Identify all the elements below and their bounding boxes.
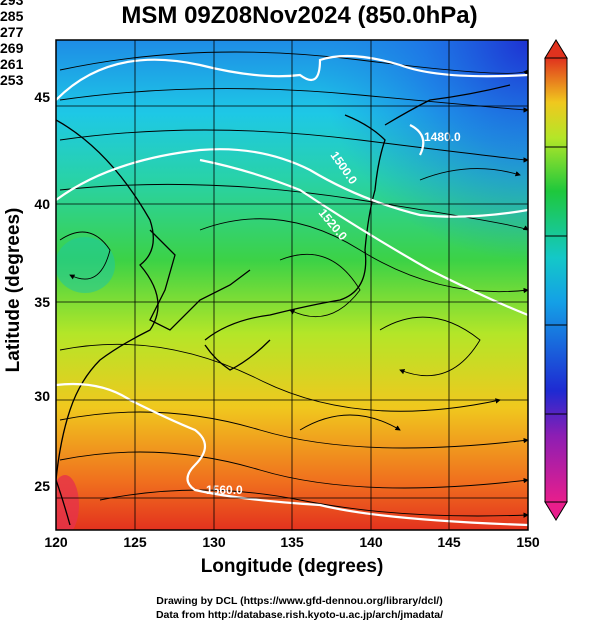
- credit-drawing: Drawing by DCL (https://www.gfd-dennou.o…: [156, 595, 443, 607]
- graticule: [56, 40, 528, 530]
- y-tick-label: 35: [34, 294, 50, 310]
- colorbar-tick-label: 253: [0, 72, 24, 88]
- y-tick-label: 40: [34, 196, 50, 212]
- y-tick-label: 45: [34, 89, 50, 105]
- plot-frame: [55, 39, 529, 531]
- colorbar-tick-label: 269: [0, 40, 24, 56]
- colorbar-tick-label: 261: [0, 56, 24, 72]
- x-tick-label: 140: [359, 534, 383, 550]
- x-tick-label: 145: [437, 534, 461, 550]
- coastlines: [56, 84, 511, 526]
- colorbar-tick-label: 293: [0, 0, 24, 8]
- credit-data: Data from http://database.rish.kyoto-u.a…: [155, 609, 444, 621]
- x-tick-label: 130: [202, 534, 226, 550]
- wind-streamlines: [59, 51, 528, 518]
- y-axis-label: Latitude (degrees): [3, 207, 24, 373]
- x-tick-label: 150: [516, 534, 540, 550]
- temperature-field: [56, 40, 528, 530]
- y-tick-label: 30: [34, 388, 50, 404]
- colorbar: [544, 39, 568, 521]
- height-contours: [56, 54, 528, 527]
- colorbar-tick-label: 277: [0, 24, 24, 40]
- colorbar-bottom-arrow: [544, 501, 568, 521]
- x-tick-label: 125: [123, 534, 147, 550]
- colorbar-tick-label: 285: [0, 8, 24, 24]
- contour-label: 1480.0: [424, 130, 461, 144]
- map-title: MSM 09Z08Nov2024 (850.0hPa): [121, 2, 478, 29]
- x-axis-label: Longitude (degrees): [200, 556, 384, 577]
- x-tick-label: 135: [280, 534, 304, 550]
- contour-label: 1560.0: [206, 483, 243, 497]
- y-tick-label: 25: [34, 478, 50, 494]
- x-tick-label: 120: [44, 534, 68, 550]
